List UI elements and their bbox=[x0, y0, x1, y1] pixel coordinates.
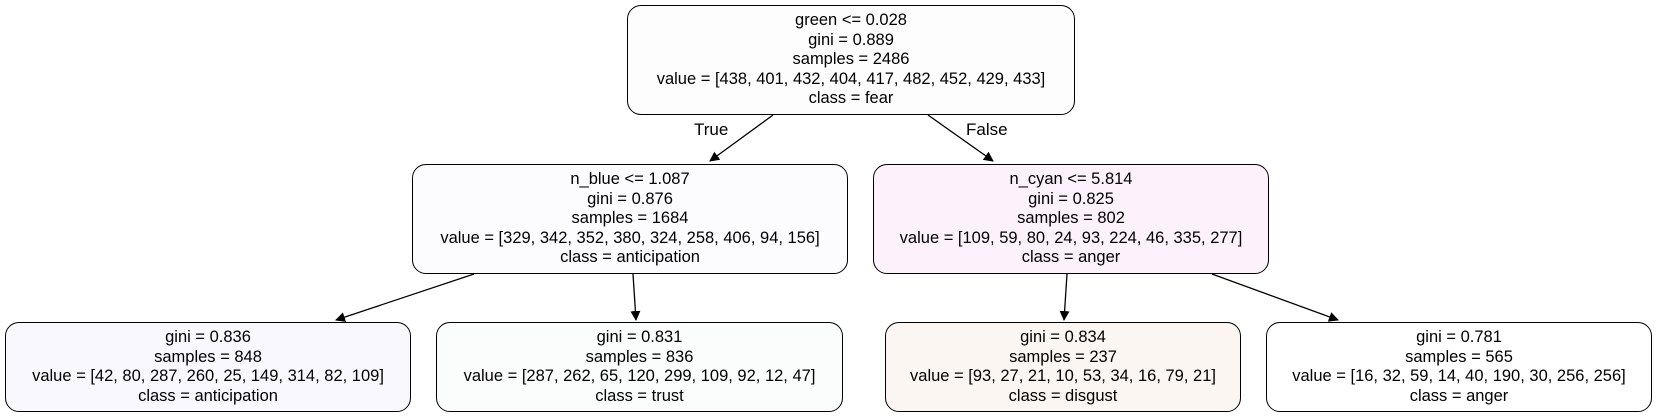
edge-1-4 bbox=[630, 273, 641, 321]
node-samples: samples = 565 bbox=[1405, 347, 1513, 366]
node-gini: gini = 0.876 bbox=[587, 189, 673, 208]
node-class: class = anticipation bbox=[560, 248, 700, 267]
edge-2-5 bbox=[1059, 273, 1070, 321]
node-value: value = [42, 80, 287, 260, 25, 149, 314,… bbox=[32, 367, 384, 385]
edge-2-6 bbox=[1211, 273, 1339, 322]
node-class: class = disgust bbox=[1008, 386, 1118, 405]
node-class: class = anger bbox=[1409, 386, 1509, 405]
node-samples: samples = 1684 bbox=[571, 209, 689, 228]
node-gini: gini = 0.889 bbox=[808, 30, 894, 49]
node-value: value = [93, 27, 21, 10, 53, 34, 16, 79,… bbox=[910, 367, 1216, 385]
tree-node-root: green <= 0.028 gini = 0.889 samples = 24… bbox=[627, 5, 1075, 115]
node-value: value = [329, 342, 352, 380, 324, 258, 4… bbox=[440, 228, 820, 247]
node-class: class = anger bbox=[1021, 248, 1121, 267]
edge-0-2 bbox=[927, 114, 994, 162]
tree-leaf-3: gini = 0.834 samples = 237 value = [93, … bbox=[885, 322, 1241, 412]
node-gini: gini = 0.834 bbox=[1020, 328, 1106, 346]
node-split: n_blue <= 1.087 bbox=[570, 170, 690, 189]
node-class: class = trust bbox=[595, 386, 684, 405]
node-split: n_cyan <= 5.814 bbox=[1009, 170, 1133, 189]
edge-label-false: False bbox=[966, 120, 1008, 139]
node-gini: gini = 0.836 bbox=[165, 328, 251, 346]
edge-label-true: True bbox=[694, 120, 729, 139]
edge-1-3 bbox=[335, 273, 475, 322]
node-gini: gini = 0.831 bbox=[596, 328, 683, 346]
node-samples: samples = 2486 bbox=[792, 50, 910, 69]
node-split: green <= 0.028 bbox=[795, 11, 907, 30]
node-class: class = anticipation bbox=[138, 386, 278, 405]
node-value: value = [16, 32, 59, 14, 40, 190, 30, 25… bbox=[1292, 367, 1626, 385]
node-value: value = [109, 59, 80, 24, 93, 224, 46, 3… bbox=[899, 228, 1243, 247]
node-samples: samples = 848 bbox=[154, 347, 262, 366]
node-value: value = [438, 401, 432, 404, 417, 482, 4… bbox=[656, 69, 1046, 88]
node-gini: gini = 0.825 bbox=[1028, 189, 1114, 208]
tree-leaf-1: gini = 0.836 samples = 848 value = [42, … bbox=[5, 322, 411, 412]
tree-node-left: n_blue <= 1.087 gini = 0.876 samples = 1… bbox=[412, 164, 848, 274]
tree-node-right: n_cyan <= 5.814 gini = 0.825 samples = 8… bbox=[873, 164, 1269, 274]
node-class: class = fear bbox=[808, 89, 894, 108]
edge-0-1 bbox=[709, 114, 774, 162]
tree-leaf-4: gini = 0.781 samples = 565 value = [16, … bbox=[1266, 322, 1652, 412]
node-samples: samples = 802 bbox=[1017, 209, 1125, 228]
node-samples: samples = 237 bbox=[1009, 347, 1117, 366]
node-value: value = [287, 262, 65, 120, 299, 109, 92… bbox=[463, 367, 816, 385]
node-samples: samples = 836 bbox=[585, 347, 694, 366]
tree-leaf-2: gini = 0.831 samples = 836 value = [287,… bbox=[436, 322, 843, 412]
node-gini: gini = 0.781 bbox=[1416, 328, 1502, 346]
